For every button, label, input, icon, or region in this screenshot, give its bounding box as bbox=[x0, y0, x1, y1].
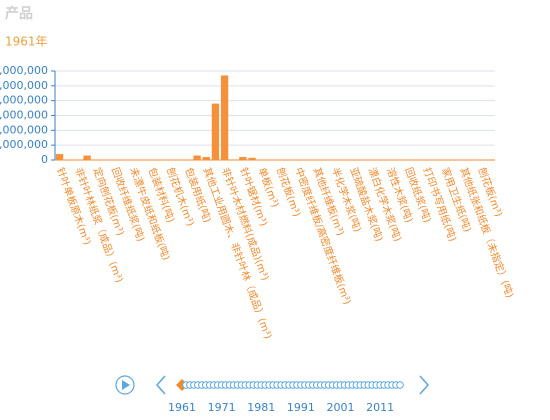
bar bbox=[211, 103, 220, 160]
bar bbox=[193, 155, 201, 160]
play-button[interactable] bbox=[115, 375, 135, 395]
play-icon[interactable] bbox=[122, 380, 130, 390]
timeline-label: 2001 bbox=[327, 401, 355, 414]
prev-button[interactable] bbox=[155, 375, 166, 395]
y-tick-label: 6,000,000 bbox=[0, 64, 48, 77]
y-tick-label: 2,000,000 bbox=[0, 123, 48, 136]
y-tick-label: 0 bbox=[41, 153, 48, 166]
bar bbox=[55, 154, 64, 160]
bar bbox=[220, 75, 229, 160]
timeline-label: 1991 bbox=[287, 401, 315, 414]
timeline-point[interactable] bbox=[396, 381, 404, 389]
bar bbox=[239, 157, 247, 160]
timeline-label: 1981 bbox=[247, 401, 275, 414]
timeline-label: 1971 bbox=[208, 401, 236, 414]
y-tick-label: 4,000,000 bbox=[0, 94, 48, 107]
play-circle[interactable] bbox=[115, 375, 135, 395]
y-tick-label: 3,000,000 bbox=[0, 109, 48, 122]
chart-title: 产品 bbox=[5, 5, 33, 22]
bar bbox=[248, 157, 256, 160]
timeline-label: 1961 bbox=[168, 401, 196, 414]
bar bbox=[202, 157, 210, 160]
y-tick-label: 1,000,000 bbox=[0, 138, 48, 151]
chart-subtitle: 1961年 bbox=[5, 35, 48, 49]
bar bbox=[83, 155, 91, 160]
y-tick-label: 5,000,000 bbox=[0, 79, 48, 92]
timeline-label: 2011 bbox=[366, 401, 394, 414]
next-button[interactable] bbox=[419, 375, 430, 395]
